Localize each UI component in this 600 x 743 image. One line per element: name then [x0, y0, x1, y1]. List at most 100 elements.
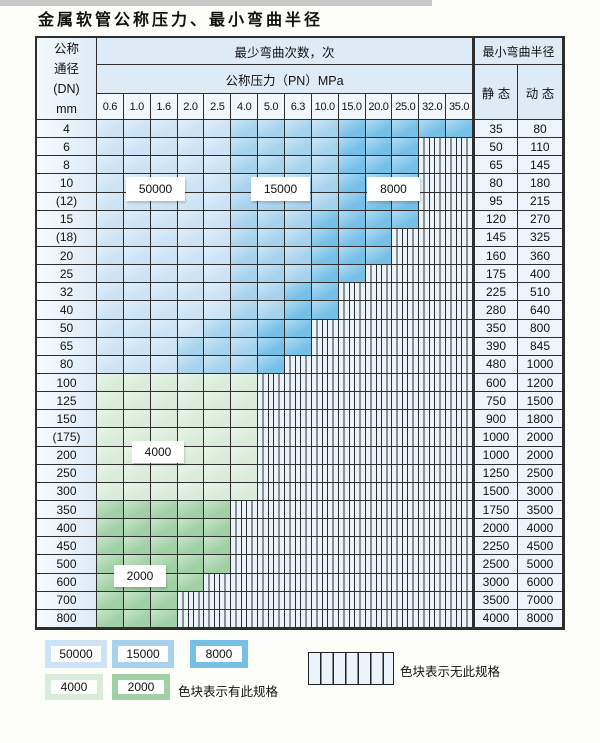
zone-label-50000: 50000: [126, 177, 185, 201]
spec-cell: [285, 464, 312, 483]
spec-cell: [446, 210, 473, 229]
spec-cell: [419, 410, 447, 429]
spec-cell: [338, 537, 366, 556]
spec-cell: [150, 355, 178, 374]
spec-cell: [446, 464, 473, 483]
spec-cell: [446, 265, 473, 284]
spec-cell: [123, 210, 151, 229]
spec-cell: [419, 519, 447, 538]
spec-cell: [338, 464, 366, 483]
spec-cell: [177, 246, 205, 266]
spec-cell: [231, 246, 259, 266]
spec-cell: [311, 555, 339, 574]
legend-box-8000: 8000: [190, 640, 248, 668]
spec-cell: [231, 373, 259, 393]
dynamic-value-cell: 5000: [518, 555, 563, 574]
spec-cell: [123, 537, 151, 556]
spec-cell: [392, 319, 420, 338]
spec-cell: [338, 355, 366, 374]
spec-cell: [177, 265, 205, 284]
spec-cell: [231, 319, 259, 338]
dynamic-value-cell: 400: [518, 265, 563, 284]
dn-cell: 450: [37, 537, 97, 556]
spec-cell: [231, 265, 259, 284]
spec-cell: [258, 609, 285, 628]
spec-cell: [365, 555, 393, 574]
spec-cell: [365, 464, 393, 483]
spec-cell: [150, 319, 178, 338]
static-value-cell: 1000: [473, 446, 518, 465]
min-bend-radius-header: 最小弯曲半径: [473, 38, 563, 65]
spec-cell: [419, 319, 447, 338]
spec-cell: [311, 537, 339, 556]
spec-cell: [177, 410, 205, 429]
spec-cell: [204, 337, 232, 356]
spec-cell: [258, 120, 285, 139]
spec-cell: [204, 609, 232, 628]
spec-cell: [258, 464, 285, 483]
spec-cell: [365, 373, 393, 393]
static-value-cell: 3000: [473, 573, 518, 592]
dynamic-value-cell: 1800: [518, 410, 563, 429]
spec-cell: [97, 482, 124, 501]
dynamic-column-header: 动 态: [518, 65, 563, 120]
spec-cell: [123, 337, 151, 356]
spec-cell: [446, 555, 473, 574]
spec-cell: [150, 301, 178, 320]
spec-cell: [392, 482, 420, 501]
spec-cell: [285, 228, 312, 247]
dn-cell: 25: [37, 265, 97, 284]
spec-cell: [285, 537, 312, 556]
spec-cell: [150, 228, 178, 247]
dn-cell: 500: [37, 555, 97, 574]
spec-cell: [258, 283, 285, 302]
spec-cell: [419, 464, 447, 483]
spec-cell: [204, 446, 232, 465]
spec-cell: [231, 337, 259, 356]
spec-cell: [392, 609, 420, 628]
spec-cell: [311, 373, 339, 393]
spec-cell: [123, 373, 151, 393]
spec-cell: [258, 337, 285, 356]
dynamic-value-cell: 640: [518, 301, 563, 320]
spec-cell: [419, 591, 447, 610]
spec-cell: [365, 482, 393, 501]
spec-cell: [123, 410, 151, 429]
static-value-cell: 1000: [473, 428, 518, 447]
spec-cell: [204, 210, 232, 229]
legend-label: 50000: [51, 646, 101, 662]
spec-cell: [204, 246, 232, 266]
static-value-cell: 80: [473, 174, 518, 193]
spec-cell: [97, 210, 124, 229]
static-value-cell: 350: [473, 319, 518, 338]
spec-cell: [311, 174, 339, 193]
spec-cell: [97, 428, 124, 447]
dynamic-value-cell: 3000: [518, 482, 563, 501]
spec-cell: [365, 301, 393, 320]
spec-cell: [231, 446, 259, 465]
spec-cell: [258, 410, 285, 429]
spec-cell: [231, 392, 259, 411]
spec-cell: [392, 156, 420, 175]
spec-cell: [285, 482, 312, 501]
legend-box-2000: 2000: [112, 674, 170, 700]
spec-cell: [204, 464, 232, 483]
dynamic-value-cell: 325: [518, 228, 563, 247]
dynamic-value-cell: 3500: [518, 500, 563, 520]
spec-cell: [150, 283, 178, 302]
dn-cell: 6: [37, 138, 97, 157]
spec-cell: [311, 301, 339, 320]
spec-cell: [338, 573, 366, 592]
spec-cell: [97, 192, 124, 211]
spec-cell: [204, 392, 232, 411]
spec-cell: [285, 120, 312, 139]
spec-cell: [365, 591, 393, 610]
spec-cell: [231, 301, 259, 320]
spec-cell: [285, 319, 312, 338]
spec-cell: [258, 392, 285, 411]
spec-cell: [392, 410, 420, 429]
spec-cell: [123, 500, 151, 520]
spec-cell: [150, 591, 178, 610]
spec-cell: [338, 609, 366, 628]
legend-box-15000: 15000: [112, 640, 174, 668]
